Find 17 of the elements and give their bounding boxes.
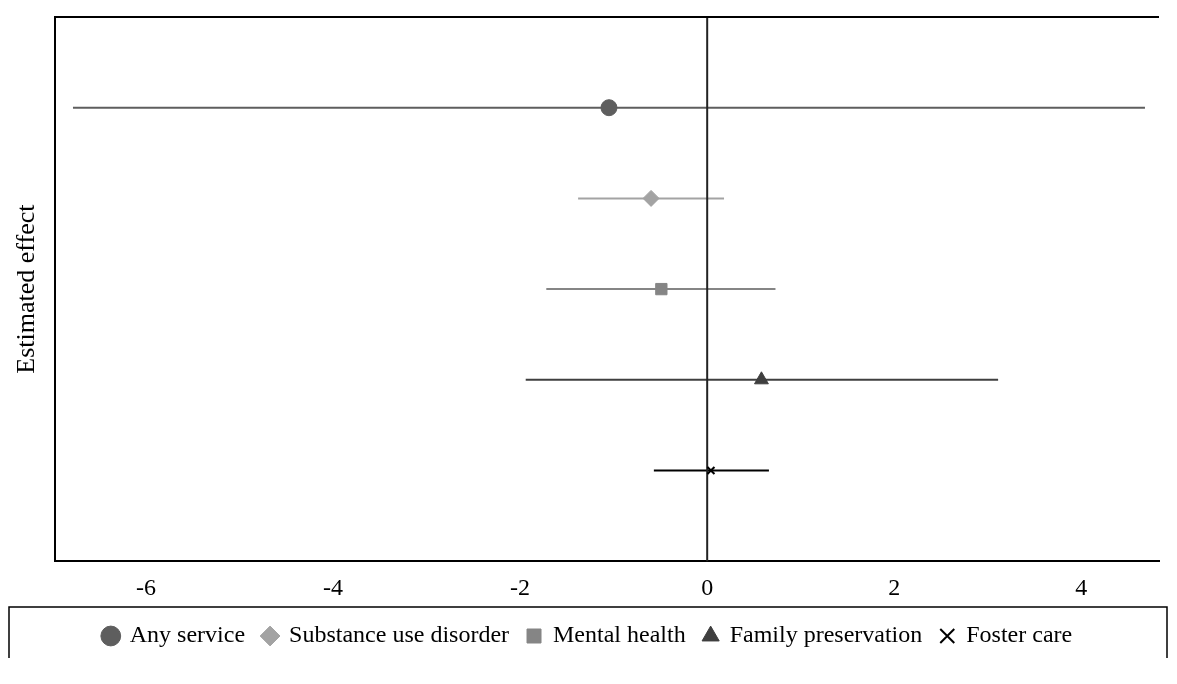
legend-label: Any service <box>129 621 246 648</box>
legend-label: Family preservation <box>729 621 923 648</box>
x-tick-label: 0 <box>701 573 714 600</box>
x-tick-label: -6 <box>135 573 156 600</box>
x-tick-label: -4 <box>323 573 344 600</box>
point <box>600 99 618 117</box>
x-tick-label: 4 <box>1075 573 1088 600</box>
x-tick-label: 2 <box>888 573 901 600</box>
point <box>706 465 716 476</box>
legend-label: Substance use disorder <box>289 621 510 648</box>
legend-label: Mental health <box>553 621 686 648</box>
point <box>642 189 660 207</box>
y-axis-title: Estimated effect <box>11 203 41 374</box>
legend-label: Foster care <box>966 621 1073 648</box>
point <box>754 371 769 385</box>
x-tick-label: -2 <box>510 573 531 600</box>
point <box>655 282 668 296</box>
